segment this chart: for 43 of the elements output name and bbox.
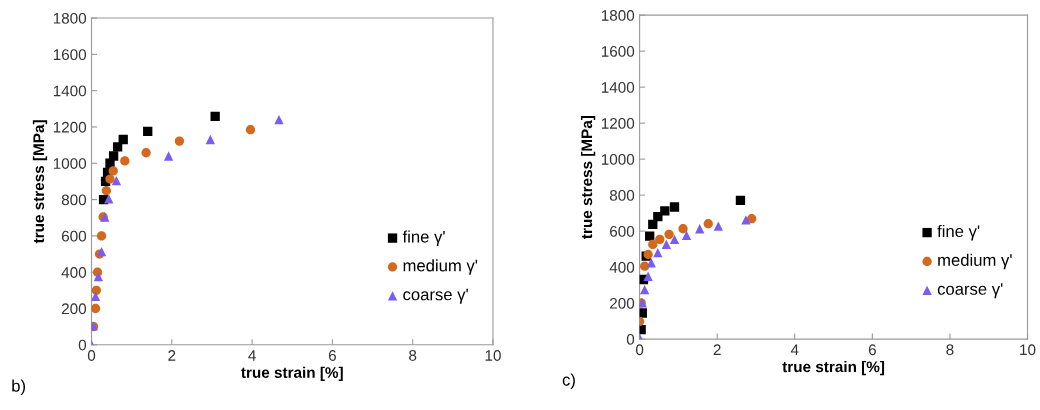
y-tick-label: 400 [61,267,87,278]
y-tick-label: 800 [609,189,635,201]
y-tick-label: 1600 [53,49,87,61]
x-tick-label: 8 [946,344,954,356]
y-tick-label: 1400 [53,85,87,97]
x-tick-label: 10 [485,350,501,361]
x-tick-label: 2 [713,344,721,355]
x-tick-label: 2 [168,350,176,361]
legend-label: medium γ' [403,259,478,275]
x-tick-label: 4 [790,344,799,355]
y-tick-label: 1800 [601,10,635,21]
x-tick-label: 10 [1020,344,1036,356]
y-tick-label: 1800 [53,12,87,24]
y-tick-label: 1200 [53,121,87,133]
text: b) [12,379,26,396]
x-tick-label: 0 [87,350,96,361]
legend-label: fine γ' [402,230,445,246]
y-axis-title: true stress [MPa] [32,120,48,244]
y-tick-label: 200 [610,297,635,309]
y-tick-label: 1000 [53,158,87,169]
y-tick-label: 600 [61,230,87,242]
x-tick-label: 6 [868,344,876,356]
y-tick-label: 400 [609,261,635,273]
x-axis-title: true strain [%] [241,366,343,381]
legend-label: fine γ' [937,224,980,241]
y-tick-label: 1200 [601,118,635,129]
y-tick-label: 200 [61,303,87,315]
y-tick-label: 0 [626,333,635,345]
y-tick-label: 1600 [601,46,635,57]
y-tick-label: 1400 [601,82,635,93]
y-tick-label: 800 [61,194,87,206]
legend-label: coarse γ' [403,288,468,304]
x-tick-label: 4 [248,350,256,361]
x-axis-title: true strain [%] [782,360,885,376]
legend-label: medium γ' [938,253,1012,270]
x-tick-label: 0 [635,344,644,356]
x-tick-label: 6 [328,350,336,361]
y-tick-label: 600 [610,225,635,237]
legend-label: coarse γ' [937,283,1003,299]
x-tick-label: 8 [409,350,417,361]
y-axis-title: true stress [MPa] [580,115,596,239]
y-tick-label: 1000 [601,153,635,165]
text: c) [562,373,575,389]
